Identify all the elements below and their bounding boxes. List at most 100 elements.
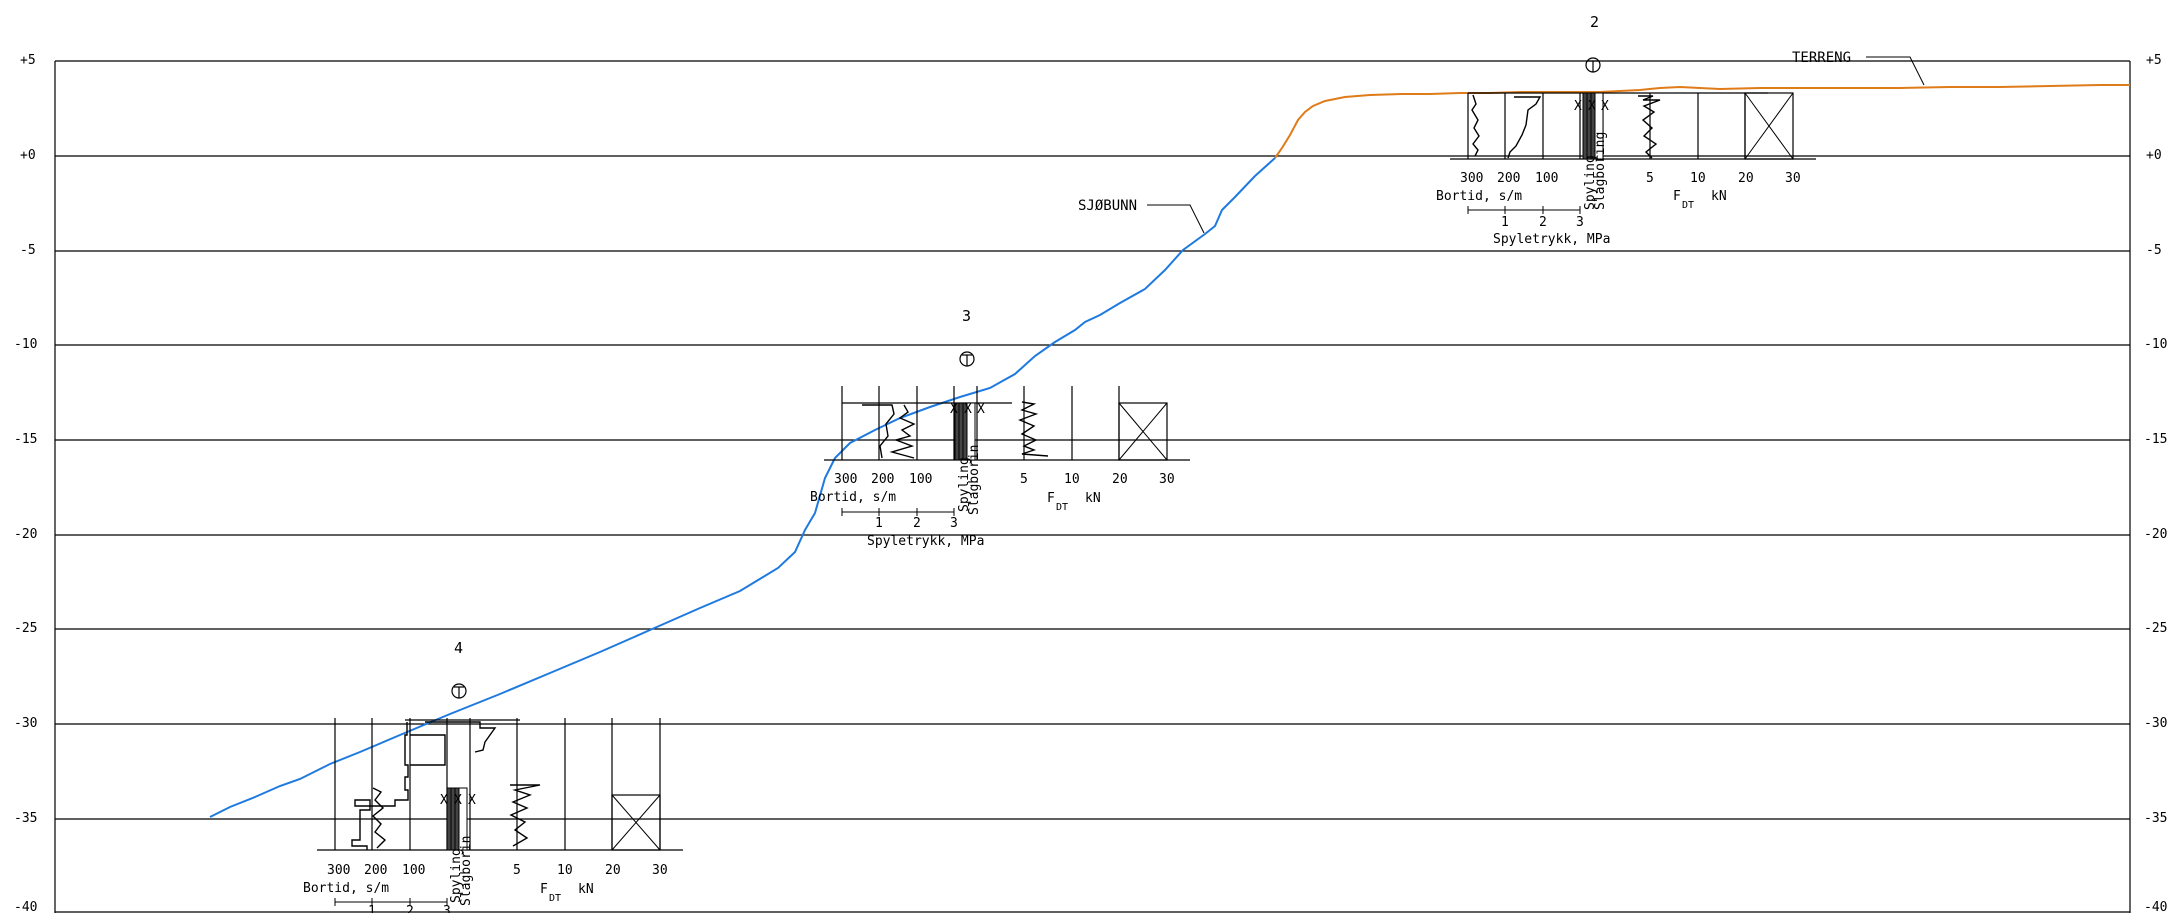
fdt-letter: F xyxy=(540,882,548,897)
elev-label-right: -25 xyxy=(2144,621,2167,636)
spyletrykk-tick-label: 1 xyxy=(368,904,376,913)
bortid-tick: 300 xyxy=(1460,171,1483,186)
sjobunn-line xyxy=(209,157,1276,818)
fdt-letter: F xyxy=(1673,189,1681,204)
bortid-detail-trace xyxy=(371,787,387,849)
fdt-tick: 20 xyxy=(1112,472,1128,487)
bortid-tick: 200 xyxy=(871,472,894,487)
elev-label-left: +0 xyxy=(20,148,36,163)
slagboring-label: Slagborin xyxy=(459,836,474,906)
spyletrykk-tick-label: 3 xyxy=(1576,215,1584,230)
elev-label-left: -30 xyxy=(14,716,37,731)
terreng-line xyxy=(1274,84,2130,159)
terreng-leader xyxy=(1866,56,1925,86)
borehole-symbol-icon xyxy=(959,351,975,367)
bortid-upper-trace xyxy=(425,721,497,753)
elev-label-left: -25 xyxy=(14,621,37,636)
bortid-trace xyxy=(889,404,916,459)
bortid-tick: 300 xyxy=(327,863,350,878)
empty-box-diagonal xyxy=(1118,402,1168,461)
borehole-3: 3 X X X 300 200 100 Bortid, s/m Spyli xyxy=(810,307,1190,549)
fdt-trace xyxy=(509,784,541,847)
elev-label-right: -15 xyxy=(2144,432,2167,447)
sjobunn-label: SJØBUNN xyxy=(1078,198,1137,214)
elev-label-right: -35 xyxy=(2144,811,2167,826)
fdt-trace xyxy=(1018,401,1049,457)
spyletrykk-tick-label: 2 xyxy=(406,904,414,913)
terreng-label: TERRENG xyxy=(1792,50,1851,66)
borehole-symbol-icon xyxy=(1585,57,1601,73)
x-marker: X xyxy=(1588,99,1596,114)
sjobunn-leader xyxy=(1147,204,1205,234)
fdt-tick: 10 xyxy=(1690,171,1706,186)
bortid-tick: 200 xyxy=(1497,171,1520,186)
spyletrykk-label: Spyletrykk, MPa xyxy=(867,534,984,549)
borehole-number: 4 xyxy=(454,639,463,657)
slagboring-label: Slagboring xyxy=(1593,132,1608,210)
spyletrykk-tick-label: 1 xyxy=(875,516,883,531)
elev-label-left: -35 xyxy=(14,811,37,826)
fdt-tick: 30 xyxy=(1159,472,1175,487)
spyletrykk-tick-label: 1 xyxy=(1501,215,1509,230)
elev-label-left: -20 xyxy=(14,527,37,542)
fdt-tick: 30 xyxy=(1785,171,1801,186)
elev-label-right: +0 xyxy=(2146,148,2162,163)
fdt-tick: 5 xyxy=(513,863,521,878)
bortid-tick: 200 xyxy=(364,863,387,878)
elev-label-right: -10 xyxy=(2144,337,2167,352)
spyling-bar xyxy=(458,787,468,851)
elev-label-left: -40 xyxy=(14,900,37,913)
x-marker: X xyxy=(440,793,448,808)
borehole-symbol-icon xyxy=(451,683,467,699)
fdt-subscript: DT xyxy=(1682,200,1694,211)
elev-label-left: -15 xyxy=(14,432,37,447)
fdt-tick: 10 xyxy=(557,863,573,878)
bortid-step-trace xyxy=(410,734,446,766)
borehole-4: 4 X X X 300 200 100 B xyxy=(303,639,683,913)
elevation-grid xyxy=(54,60,2131,913)
slagboring-label: Slagborin xyxy=(967,445,982,515)
bortid-trace xyxy=(351,722,409,850)
elev-label-right: +5 xyxy=(2146,53,2162,68)
empty-box-diagonal xyxy=(1744,92,1794,160)
borehole-number: 2 xyxy=(1590,13,1599,31)
spyletrykk-tick-label: 3 xyxy=(950,516,958,531)
fdt-tick: 20 xyxy=(605,863,621,878)
x-marker: X xyxy=(950,402,958,417)
bortid-tick: 100 xyxy=(909,472,932,487)
spyling-label: Spyling xyxy=(957,457,972,512)
fdt-tick: 30 xyxy=(652,863,668,878)
x-marker: X xyxy=(977,402,985,417)
x-marker: X xyxy=(1574,99,1582,114)
elev-label-right: -30 xyxy=(2144,716,2167,731)
spyling-label: Spyling xyxy=(449,848,464,903)
spyletrykk-label: Spyletrykk, MPa xyxy=(1493,232,1610,247)
spyletrykk-tick-label: 3 xyxy=(443,904,451,913)
fdt-letter: F xyxy=(1047,491,1055,506)
bortid-label: Bortid, s/m xyxy=(303,881,389,896)
borehole-number: 3 xyxy=(962,307,971,325)
fdt-tick: 5 xyxy=(1020,472,1028,487)
spyling-bar xyxy=(966,402,976,461)
elevation-labels-left: +5 +0 -5 -10 -15 -20 -25 -30 -35 -40 xyxy=(14,53,37,913)
fdt-unit: kN xyxy=(1085,491,1101,506)
fdt-unit: kN xyxy=(1711,189,1727,204)
empty-box-diagonal xyxy=(611,794,661,851)
spyletrykk-tick-label: 2 xyxy=(913,516,921,531)
elev-label-right: -20 xyxy=(2144,527,2167,542)
bortid-secondary-trace xyxy=(862,404,895,459)
bortid-secondary-trace xyxy=(1507,96,1542,159)
fdt-subscript: DT xyxy=(549,893,561,904)
spyletrykk-tick-label: 2 xyxy=(1539,215,1547,230)
elev-label-right: -5 xyxy=(2146,243,2162,258)
fdt-subscript: DT xyxy=(1056,502,1068,513)
x-marker: X xyxy=(1601,99,1609,114)
x-marker: X xyxy=(964,402,972,417)
bortid-tick: 100 xyxy=(1535,171,1558,186)
elev-label-left: -5 xyxy=(20,243,36,258)
fdt-tick: 20 xyxy=(1738,171,1754,186)
fdt-tick: 5 xyxy=(1646,171,1654,186)
x-marker: X xyxy=(468,793,476,808)
elevation-labels-right: +5 +0 -5 -10 -15 -20 -25 -30 -35 -40 xyxy=(2144,53,2167,913)
